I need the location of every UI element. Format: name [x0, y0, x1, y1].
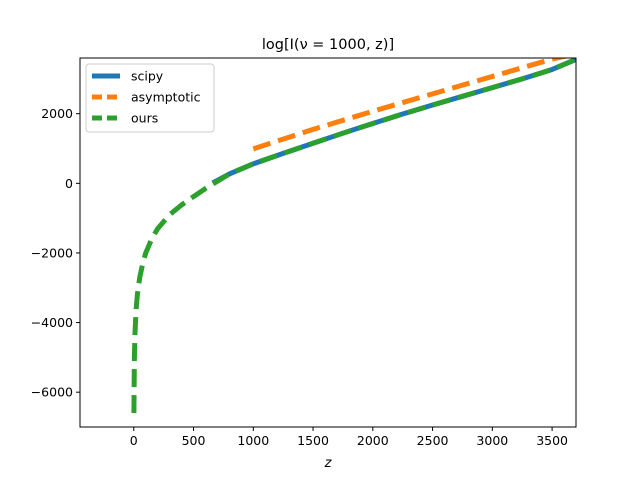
series-layer — [131, 58, 576, 414]
x-tick-label: 0 — [130, 433, 138, 448]
legend-label-asymptotic: asymptotic — [131, 90, 201, 105]
legend-box — [85, 63, 215, 133]
x-tick-label: 1000 — [237, 433, 269, 448]
legend: scipy asymptotic ours — [85, 63, 215, 133]
chart-title: log[I(ν = 1000, z)] — [262, 37, 394, 53]
y-tick-label: −6000 — [31, 385, 73, 400]
x-tick-label: 500 — [182, 433, 206, 448]
y-tick-label: −2000 — [31, 245, 73, 260]
y-tick-label: −4000 — [31, 315, 73, 330]
x-tick-label: 2000 — [357, 433, 389, 448]
y-tick-label: 0 — [65, 176, 73, 191]
x-tick-label: 2500 — [417, 433, 449, 448]
series-line-ours — [131, 58, 576, 414]
y-tick-label: 2000 — [41, 106, 73, 121]
x-axis-label: z — [324, 456, 333, 471]
x-tick-label: 1500 — [297, 433, 329, 448]
legend-label-scipy: scipy — [131, 69, 164, 84]
x-tick-label: 3000 — [476, 433, 508, 448]
plot-area-frame — [79, 57, 577, 428]
x-axis-ticks: 0 500 1000 1500 2000 2500 3000 3500 — [130, 427, 568, 448]
legend-label-ours: ours — [131, 111, 158, 126]
series-line-asymptotic — [252, 58, 569, 152]
x-tick-label: 3500 — [536, 433, 568, 448]
y-axis-ticks: −6000 −4000 −2000 0 2000 — [31, 106, 80, 400]
